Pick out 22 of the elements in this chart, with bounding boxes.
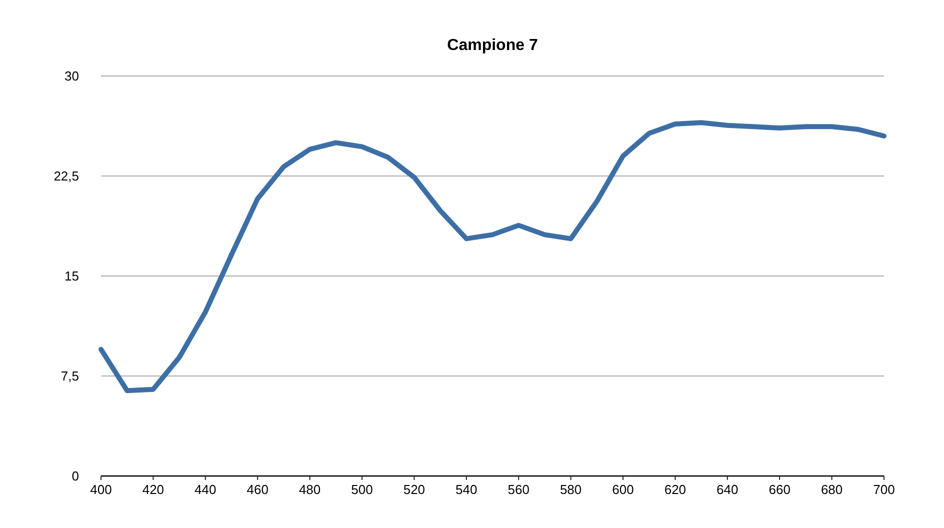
x-tick-label: 700	[873, 482, 895, 497]
x-tick-label: 540	[456, 482, 478, 497]
x-tick-label: 620	[664, 482, 686, 497]
x-tick-label: 400	[90, 482, 112, 497]
x-tick-label: 600	[612, 482, 634, 497]
y-tick-label: 30	[64, 68, 79, 84]
x-tick-label: 480	[298, 482, 321, 497]
y-tick-label: 7,5	[60, 368, 79, 384]
x-tick-label: 680	[820, 482, 843, 497]
x-tick-label: 660	[768, 482, 790, 497]
x-tick-label: 420	[142, 482, 164, 497]
x-tick-label: 580	[560, 482, 582, 497]
y-tick-label: 15	[64, 268, 79, 284]
y-tick-label: 22,5	[54, 168, 79, 184]
x-tick-label: 640	[716, 482, 738, 497]
chart-title: Campione 7	[447, 37, 538, 54]
x-tick-label: 460	[246, 482, 268, 497]
y-tick-label: 0	[72, 468, 79, 484]
x-tick-label: 440	[194, 482, 216, 497]
x-tick-label: 500	[351, 482, 373, 497]
x-tick-label: 560	[508, 482, 530, 497]
x-tick-label: 520	[403, 482, 426, 497]
